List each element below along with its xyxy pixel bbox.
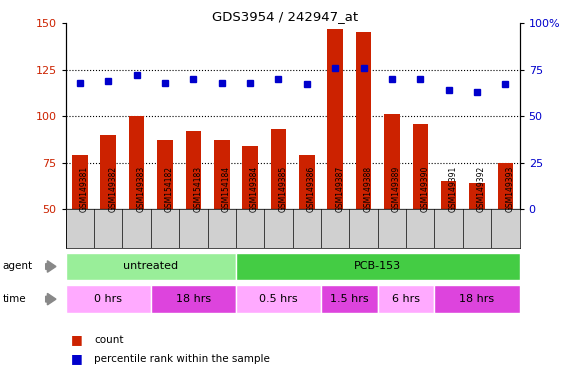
Bar	[236, 253, 520, 280]
Text: GSM149392: GSM149392	[477, 166, 486, 212]
Bar	[129, 116, 144, 209]
Text: 6 hrs: 6 hrs	[392, 294, 420, 304]
Bar	[214, 141, 230, 209]
Bar	[327, 29, 343, 209]
Bar	[435, 285, 520, 313]
Text: GSM154183: GSM154183	[194, 166, 202, 212]
Text: time: time	[3, 294, 26, 304]
Bar	[72, 155, 88, 209]
Text: untreated: untreated	[123, 262, 178, 271]
Text: GSM149384: GSM149384	[250, 166, 259, 212]
Bar	[441, 181, 456, 209]
Text: GSM149389: GSM149389	[392, 166, 401, 212]
Bar	[157, 141, 173, 209]
Bar	[100, 135, 116, 209]
Text: GSM149388: GSM149388	[364, 166, 372, 212]
Bar	[271, 129, 286, 209]
Bar	[236, 285, 321, 313]
Text: PCB-153: PCB-153	[354, 262, 401, 271]
Text: ■: ■	[71, 353, 83, 366]
Text: GSM149386: GSM149386	[307, 166, 316, 212]
Bar	[356, 32, 371, 209]
Text: GSM149391: GSM149391	[449, 166, 458, 212]
Text: 18 hrs: 18 hrs	[176, 294, 211, 304]
Bar	[378, 285, 435, 313]
Bar	[469, 183, 485, 209]
Text: GSM149381: GSM149381	[80, 166, 89, 212]
Text: GSM149390: GSM149390	[420, 166, 429, 212]
Bar	[66, 253, 236, 280]
Text: GDS3954 / 242947_at: GDS3954 / 242947_at	[212, 10, 359, 23]
Text: percentile rank within the sample: percentile rank within the sample	[94, 354, 270, 364]
Text: count: count	[94, 335, 124, 345]
Text: 0.5 hrs: 0.5 hrs	[259, 294, 297, 304]
Text: ■: ■	[71, 333, 83, 346]
Bar	[497, 163, 513, 209]
Bar	[299, 155, 315, 209]
Text: GSM149393: GSM149393	[505, 166, 514, 212]
Text: GSM149383: GSM149383	[136, 166, 146, 212]
Bar	[151, 285, 236, 313]
Text: GSM149385: GSM149385	[279, 166, 287, 212]
Text: GSM154182: GSM154182	[165, 166, 174, 212]
Bar	[412, 124, 428, 209]
Bar	[186, 131, 201, 209]
Text: GSM149382: GSM149382	[108, 166, 117, 212]
Text: 18 hrs: 18 hrs	[460, 294, 494, 304]
Bar	[242, 146, 258, 209]
Text: 1.5 hrs: 1.5 hrs	[330, 294, 369, 304]
Text: 0 hrs: 0 hrs	[94, 294, 122, 304]
Bar	[384, 114, 400, 209]
Bar	[66, 285, 151, 313]
Text: GSM149387: GSM149387	[335, 166, 344, 212]
Text: GSM154184: GSM154184	[222, 166, 231, 212]
Text: agent: agent	[3, 262, 33, 271]
Bar	[321, 285, 378, 313]
